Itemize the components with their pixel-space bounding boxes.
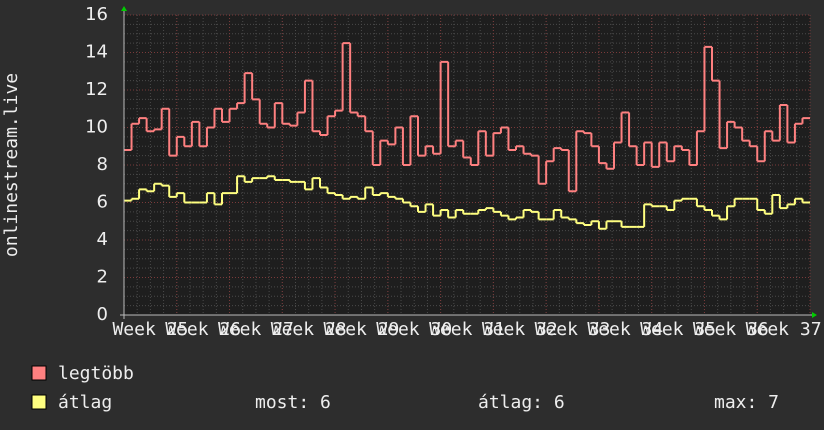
stat-label: most: 6 (255, 392, 331, 413)
legend-label: legtöbb (58, 363, 134, 384)
x-tick-label: Week 31 (429, 319, 505, 340)
axis-arrow (812, 312, 817, 318)
x-tick-label: Week 36 (693, 319, 769, 340)
x-tick-label: Week 26 (165, 319, 241, 340)
legend: legtöbb átlag most: 6 átlag: 6 max: 7 (31, 363, 779, 413)
x-tick-label: Week 28 (271, 319, 347, 340)
y-tick-label: 16 (85, 4, 108, 25)
x-tick-label: Week 30 (376, 319, 452, 340)
x-tick-label: Week 27 (218, 319, 294, 340)
stat-label: átlag: 6 (478, 392, 565, 413)
y-tick-label: 14 (85, 42, 108, 63)
x-tick-label: Week 35 (640, 319, 716, 340)
axis-arrow (121, 6, 127, 11)
x-tick-label: Week 32 (482, 319, 558, 340)
y-tick-label: 0 (97, 304, 108, 325)
x-tick-label: Week 34 (587, 319, 663, 340)
y-tick-label: 8 (97, 154, 108, 175)
legend-swatch (31, 365, 47, 381)
legend-label: átlag (58, 392, 112, 413)
x-tick-label: Week 25 (112, 319, 188, 340)
y-tick-label: 4 (97, 229, 108, 250)
x-tick-label: Week 29 (324, 319, 400, 340)
y-axis-label: onlinestream.live (1, 73, 22, 257)
legend-swatch (31, 394, 47, 410)
y-tick-label: 6 (97, 192, 108, 213)
y-tick-label: 12 (85, 79, 108, 100)
x-tick-label: Week 37 (746, 319, 822, 340)
y-tick-label: 2 (97, 267, 108, 288)
x-tick-label: Week 33 (535, 319, 611, 340)
y-tick-label: 10 (85, 117, 108, 138)
stat-label: max: 7 (714, 392, 779, 413)
